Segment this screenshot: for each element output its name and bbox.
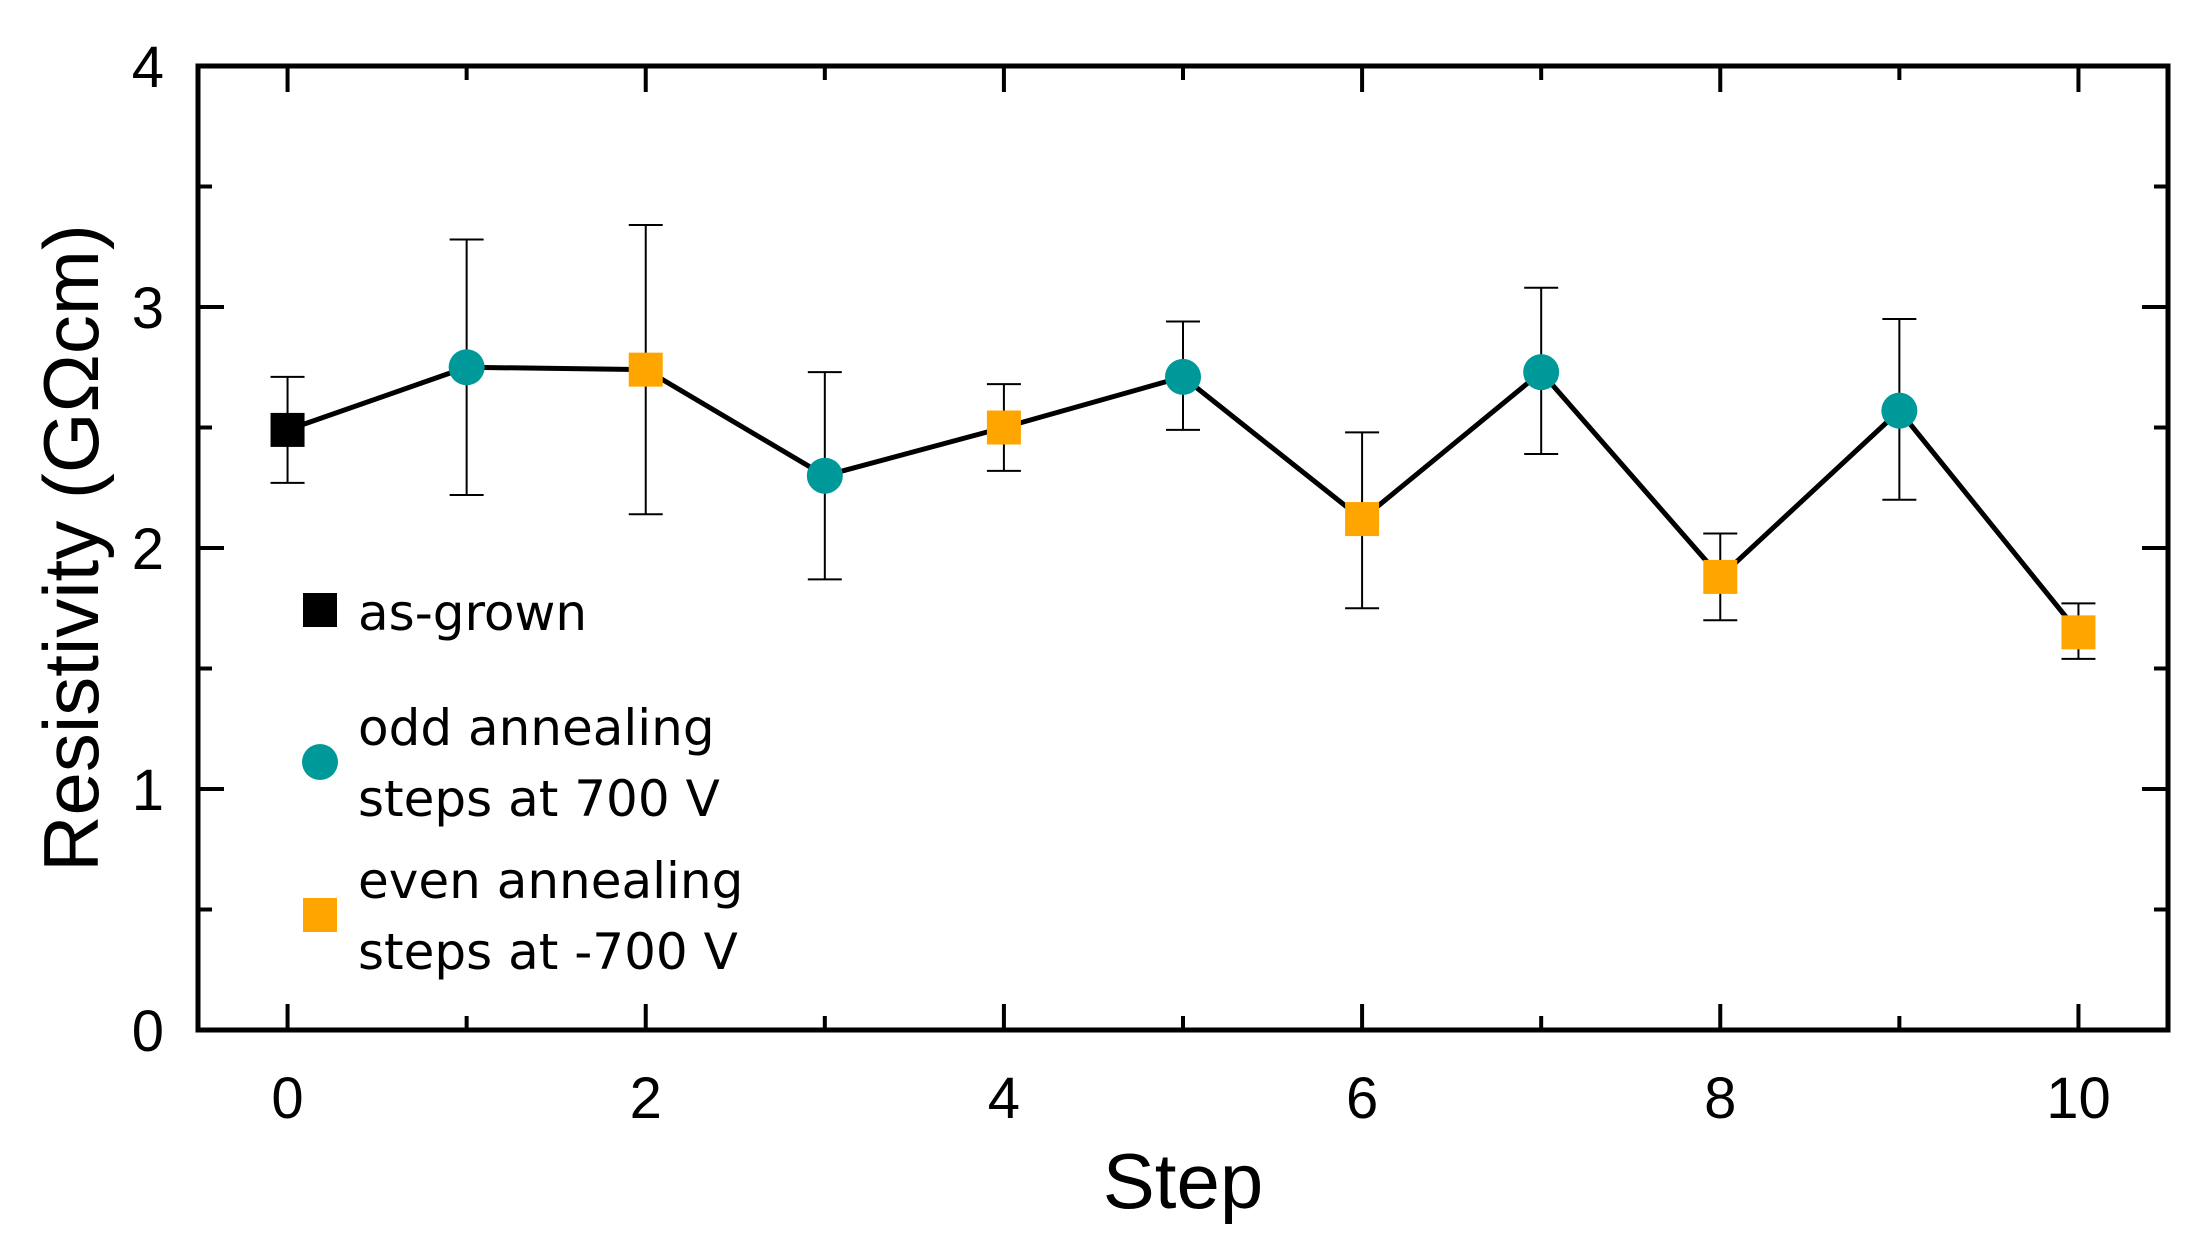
- x-tick-label: 10: [2046, 1066, 2111, 1131]
- data-point: [1345, 502, 1380, 537]
- legend-label: even annealing: [358, 852, 743, 910]
- legend: as-grown odd annealing steps at 700 V even …: [302, 584, 743, 981]
- data-point: [986, 410, 1021, 445]
- x-tick-label: 6: [1346, 1066, 1378, 1131]
- legend-marker: [302, 744, 338, 780]
- data-point: [2061, 615, 2096, 650]
- x-tick-label: 8: [1704, 1066, 1736, 1131]
- data-point: [1703, 559, 1738, 594]
- y-axis-title: Resistivity (GΩcm): [27, 224, 115, 872]
- axes: 0 2 4 6 8 10 0 1 2 3 4: [132, 35, 2171, 1131]
- data-point: [1523, 354, 1560, 391]
- data-point: [448, 349, 485, 386]
- data-point: [806, 457, 843, 494]
- y-tick-label: 0: [132, 999, 164, 1064]
- y-tick-label: 1: [132, 758, 164, 823]
- plot-area: [270, 224, 2096, 660]
- x-axis-title: Step: [1103, 1137, 1263, 1225]
- x-tick-label: 2: [630, 1066, 662, 1131]
- x-tick-label: 4: [988, 1066, 1020, 1131]
- y-tick-label: 4: [132, 35, 164, 100]
- data-point: [1881, 392, 1918, 429]
- y-tick-label: 3: [132, 276, 164, 341]
- legend-label: steps at -700 V: [358, 923, 738, 981]
- legend-marker: [303, 593, 337, 627]
- data-point: [628, 352, 663, 387]
- legend-label: odd annealing: [358, 699, 715, 757]
- legend-label: steps at 700 V: [358, 770, 720, 828]
- y-tick-label: 2: [132, 517, 164, 582]
- data-point: [270, 412, 305, 447]
- legend-marker: [303, 898, 337, 932]
- data-point: [1165, 358, 1201, 395]
- x-tick-label: 0: [271, 1066, 303, 1131]
- legend-label: as-grown: [358, 584, 587, 642]
